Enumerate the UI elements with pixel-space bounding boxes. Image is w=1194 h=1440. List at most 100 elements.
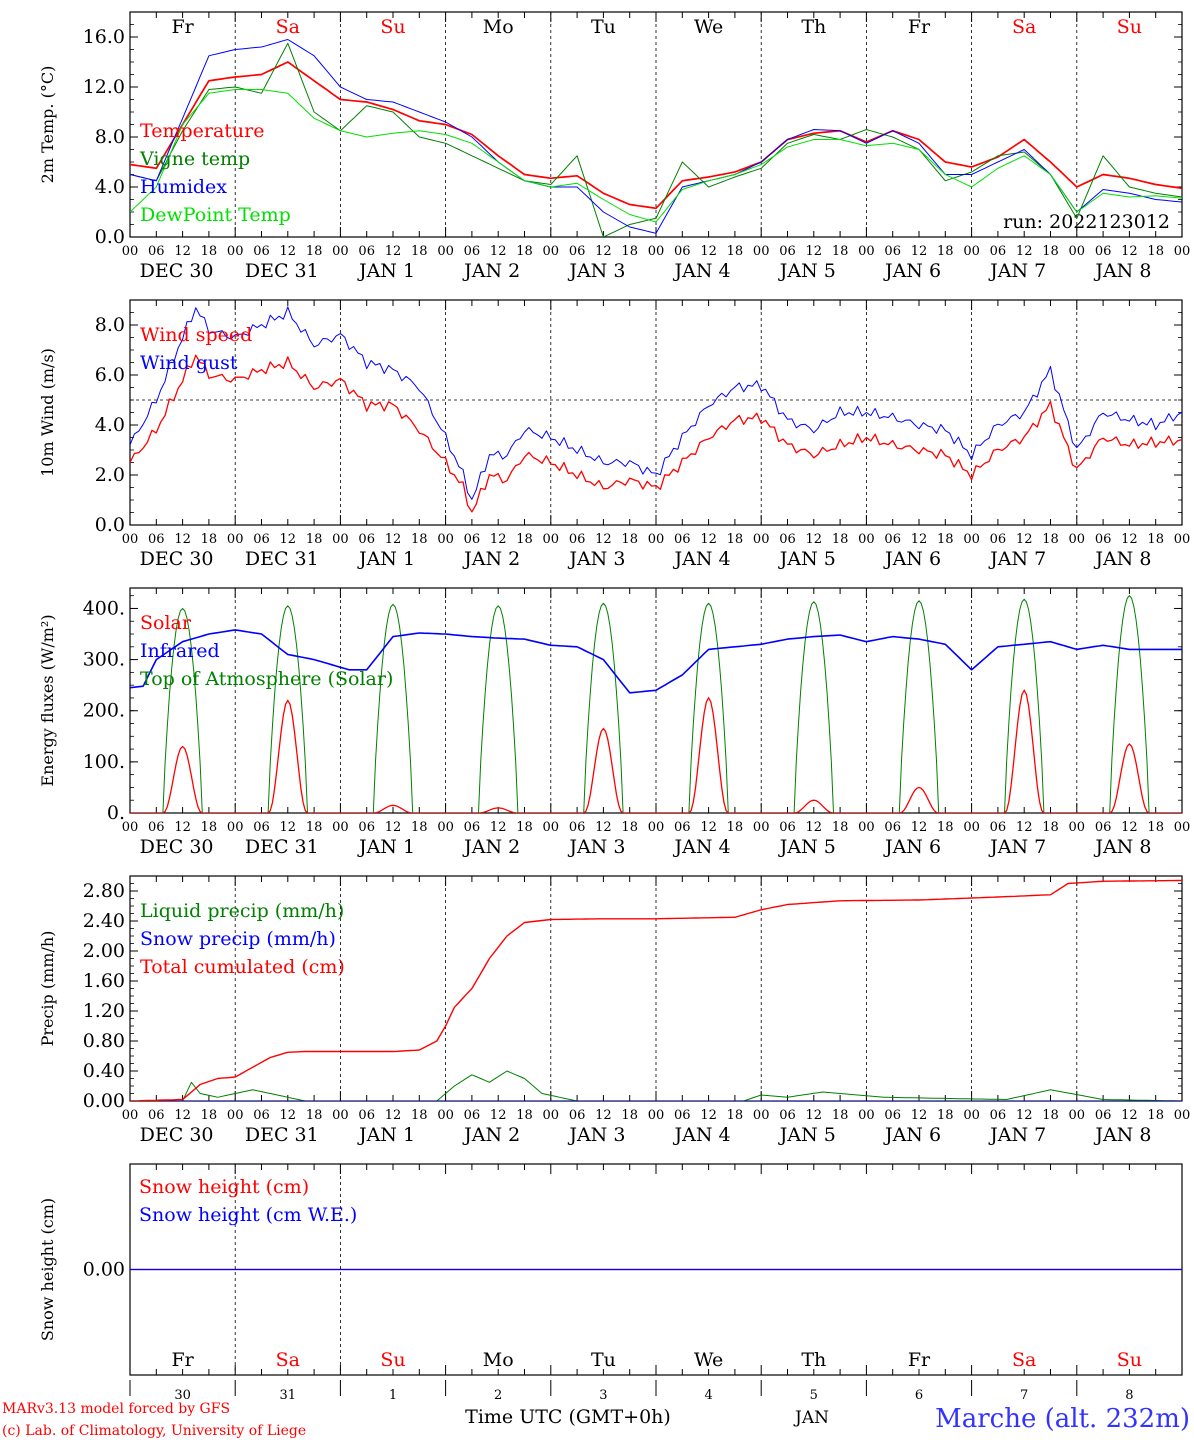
hour-tick-label: 18 [1147, 820, 1164, 835]
panel-2: 0.0 2.0 4.0 6.0 8.0 10m Wind (m/s) 00 06 12 18 00 0… [38, 299, 1190, 570]
hour-tick-label: 06 [674, 1108, 691, 1123]
hour-tick-label: 06 [253, 1108, 270, 1123]
hour-tick-label: 18 [832, 820, 849, 835]
hour-tick-label: 00 [332, 532, 349, 547]
model-credit: MARv3.13 model forced by GFS [2, 1401, 230, 1417]
series-line-wind_gust [130, 306, 1182, 500]
y-tick-label: 200. [83, 700, 125, 722]
legend-entry: Vigne temp [139, 148, 250, 170]
hour-tick-label: 06 [1095, 1108, 1112, 1123]
month-label: JAN [793, 1408, 829, 1428]
series-line-wind_speed [130, 354, 1182, 513]
hour-tick-label: 06 [1095, 244, 1112, 259]
legend-entry: Infrared [140, 640, 220, 662]
day-name-label: Sa [276, 16, 300, 38]
hour-tick-label: 06 [990, 532, 1007, 547]
date-label: JAN 7 [988, 260, 1046, 282]
hour-tick-label: 12 [174, 820, 191, 835]
hour-tick-label: 00 [227, 244, 244, 259]
date-label: JAN 2 [462, 548, 520, 570]
run-label: run: 2022123012 [1003, 211, 1170, 233]
hour-tick-label: 18 [1147, 1108, 1164, 1123]
hour-tick-label: 06 [253, 532, 270, 547]
hour-tick-label: 12 [1016, 244, 1033, 259]
legend-entry: Top of Atmosphere (Solar) [140, 668, 393, 690]
day-number-label: 3 [599, 1388, 607, 1403]
date-label: JAN 6 [883, 260, 941, 282]
hour-tick-label: 00 [1069, 820, 1086, 835]
station-label: Marche (alt. 232m) [935, 1404, 1190, 1434]
y-tick-label: 8.0 [95, 126, 125, 148]
hour-tick-label: 12 [700, 244, 717, 259]
hour-tick-label: 12 [490, 244, 507, 259]
hour-tick-label: 12 [280, 532, 297, 547]
date-label: DEC 31 [245, 1124, 319, 1146]
hour-tick-label: 12 [595, 532, 612, 547]
day-name-label: Su [1117, 16, 1142, 38]
hour-tick-label: 00 [648, 1108, 665, 1123]
y-tick-label: 2.0 [95, 464, 125, 486]
date-label: JAN 2 [462, 836, 520, 858]
date-label: JAN 4 [673, 836, 731, 858]
hour-tick-label: 06 [569, 244, 586, 259]
hour-tick-label: 18 [621, 1108, 638, 1123]
day-name-label: Su [380, 1349, 405, 1371]
y-tick-label: 2.00 [83, 940, 125, 962]
hour-tick-label: 06 [674, 820, 691, 835]
hour-tick-label: 18 [306, 244, 323, 259]
hour-tick-label: 12 [385, 820, 402, 835]
hour-tick-label: 12 [174, 532, 191, 547]
series-line-dewpoint [130, 89, 1182, 223]
series-group [130, 306, 1182, 513]
date-label: JAN 1 [357, 548, 415, 570]
hour-tick-label: 12 [1121, 1108, 1138, 1123]
date-label: JAN 1 [357, 260, 415, 282]
hour-tick-label: 18 [937, 820, 954, 835]
hour-tick-label: 00 [332, 1108, 349, 1123]
hour-tick-label: 00 [963, 532, 980, 547]
series-line-humidex [130, 39, 1182, 234]
hour-tick-label: 18 [306, 532, 323, 547]
hour-tick-label: 18 [201, 532, 218, 547]
hour-tick-label: 06 [990, 244, 1007, 259]
hour-tick-label: 00 [122, 532, 139, 547]
day-name-label: Sa [276, 1349, 300, 1371]
y-tick-label: 0.40 [83, 1060, 125, 1082]
y-tick-label: 100. [83, 751, 125, 773]
hour-tick-label: 18 [516, 820, 533, 835]
hour-tick-label: 06 [779, 1108, 796, 1123]
hour-tick-label: 06 [779, 820, 796, 835]
hour-tick-label: 00 [122, 244, 139, 259]
hour-tick-label: 18 [937, 532, 954, 547]
hour-tick-label: 18 [621, 820, 638, 835]
hour-tick-label: 18 [727, 532, 744, 547]
hour-tick-label: 00 [227, 820, 244, 835]
legend-entry: Temperature [140, 120, 264, 142]
hour-tick-label: 18 [201, 820, 218, 835]
hour-tick-label: 00 [1174, 820, 1191, 835]
time-axis-title: Time UTC (GMT+0h) [465, 1406, 671, 1428]
series-line-liquid [130, 1070, 1182, 1101]
hour-tick-label: 00 [963, 820, 980, 835]
y-tick-label: 300. [83, 649, 125, 671]
hour-tick-label: 12 [174, 244, 191, 259]
date-label: JAN 3 [567, 260, 625, 282]
series-line-cumulated [130, 879, 1182, 1101]
hour-tick-label: 06 [253, 820, 270, 835]
y-tick-label: 8.0 [95, 314, 125, 336]
day-name-label: Mo [483, 1349, 514, 1371]
hour-tick-label: 00 [858, 820, 875, 835]
date-label: JAN 6 [883, 836, 941, 858]
hour-tick-label: 12 [280, 1108, 297, 1123]
legend-entry: Solar [140, 612, 192, 634]
legend-entry: Liquid precip (mm/h) [140, 900, 344, 922]
day-name-label: Sa [1012, 16, 1036, 38]
y-tick-label: 0.80 [83, 1030, 125, 1052]
hour-tick-label: 06 [253, 244, 270, 259]
y-tick-label: 12.0 [83, 76, 125, 98]
y-axis-label: Energy fluxes (W/m²) [38, 614, 57, 786]
hour-tick-label: 00 [648, 244, 665, 259]
y-tick-label: 1.60 [83, 970, 125, 992]
date-label: JAN 3 [567, 1124, 625, 1146]
